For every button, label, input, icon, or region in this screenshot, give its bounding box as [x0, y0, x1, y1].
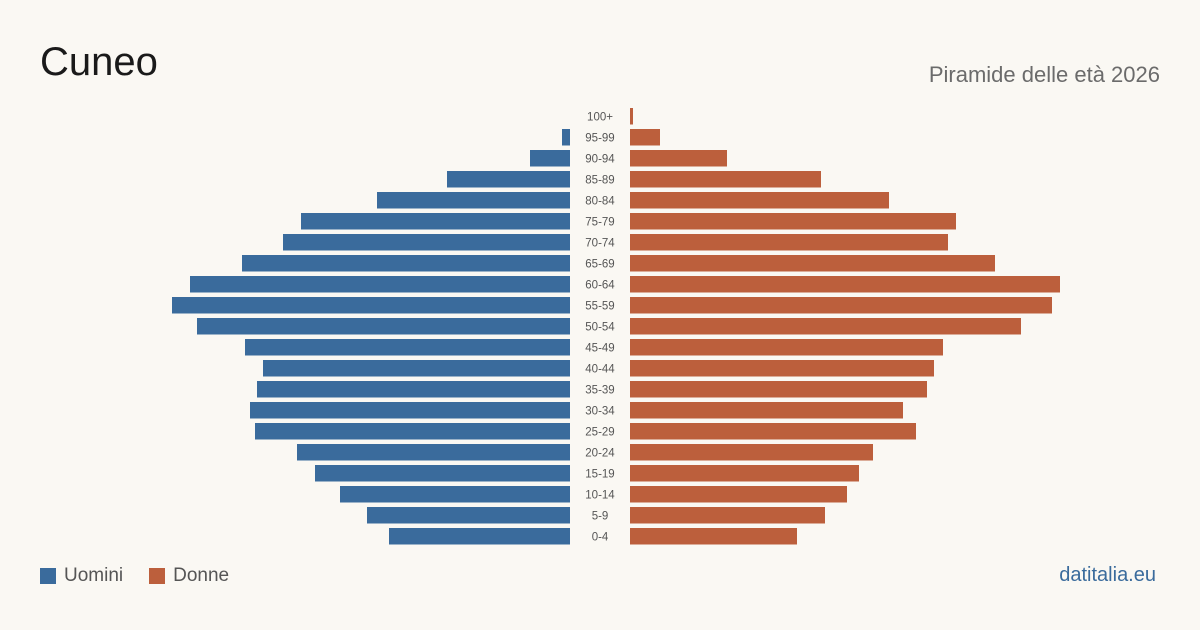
bar-women-30-34: [630, 402, 903, 419]
legend-swatch-men: [40, 568, 56, 584]
bar-women-70-74: [630, 234, 948, 251]
bar-women-95-99: [630, 129, 660, 146]
bar-men-85-89: [447, 171, 570, 188]
age-label-5-9: 5-9: [592, 510, 609, 522]
age-label-75-79: 75-79: [585, 216, 614, 228]
age-label-50-54: 50-54: [585, 321, 615, 333]
age-label-30-34: 30-34: [585, 405, 615, 417]
bar-men-10-14: [340, 486, 570, 503]
bar-women-55-59: [630, 297, 1052, 314]
bar-men-5-9: [367, 507, 570, 524]
bar-women-45-49: [630, 339, 943, 356]
age-label-95-99: 95-99: [585, 132, 614, 144]
bar-women-35-39: [630, 381, 927, 398]
age-label-20-24: 20-24: [585, 447, 615, 459]
bar-women-85-89: [630, 171, 821, 188]
bar-men-70-74: [283, 234, 570, 251]
age-label-80-84: 80-84: [585, 195, 615, 207]
bar-men-50-54: [197, 318, 570, 335]
bar-women-60-64: [630, 276, 1060, 293]
age-label-65-69: 65-69: [585, 258, 614, 270]
bar-women-40-44: [630, 360, 934, 377]
age-label-100+: 100+: [587, 111, 613, 123]
bar-men-80-84: [377, 192, 570, 209]
brand-link[interactable]: datitalia.eu: [1059, 564, 1156, 586]
age-label-0-4: 0-4: [592, 531, 609, 543]
bar-men-60-64: [190, 276, 570, 293]
chart-subtitle: Piramide delle età 2026: [928, 62, 1160, 87]
bar-women-65-69: [630, 255, 995, 272]
age-label-35-39: 35-39: [585, 384, 614, 396]
bar-men-65-69: [242, 255, 570, 272]
bar-men-30-34: [250, 402, 570, 419]
bar-women-50-54: [630, 318, 1021, 335]
bar-women-10-14: [630, 486, 847, 503]
bar-women-20-24: [630, 444, 873, 461]
legend-item-men: Uomini: [40, 565, 123, 587]
bar-men-55-59: [172, 297, 570, 314]
legend-item-women: Donne: [149, 565, 229, 587]
age-label-10-14: 10-14: [585, 489, 615, 501]
bar-men-35-39: [257, 381, 570, 398]
bar-men-45-49: [245, 339, 570, 356]
bar-men-25-29: [255, 423, 570, 440]
legend-label-men: Uomini: [64, 565, 124, 586]
age-label-15-19: 15-19: [585, 468, 614, 480]
bar-men-0-4: [389, 528, 570, 545]
bar-men-75-79: [301, 213, 570, 230]
age-label-90-94: 90-94: [585, 153, 615, 165]
bar-women-100+: [630, 108, 633, 125]
bar-men-20-24: [297, 444, 570, 461]
bar-women-5-9: [630, 507, 825, 524]
bar-women-75-79: [630, 213, 956, 230]
age-label-70-74: 70-74: [585, 237, 615, 249]
legend-swatch-women: [149, 568, 166, 584]
bar-women-25-29: [630, 423, 916, 440]
bar-men-40-44: [263, 360, 570, 377]
bar-women-0-4: [630, 528, 797, 545]
age-label-25-29: 25-29: [585, 426, 614, 438]
legend: Uomini Donne: [40, 565, 255, 587]
bar-men-95-99: [562, 129, 570, 146]
bar-women-80-84: [630, 192, 889, 209]
bar-men-90-94: [530, 150, 570, 167]
age-label-40-44: 40-44: [585, 363, 615, 375]
bar-men-15-19: [315, 465, 570, 482]
bar-women-15-19: [630, 465, 859, 482]
age-label-45-49: 45-49: [585, 342, 614, 354]
age-label-60-64: 60-64: [585, 279, 615, 291]
legend-label-women: Donne: [173, 565, 230, 586]
bar-women-90-94: [630, 150, 727, 167]
age-label-85-89: 85-89: [585, 174, 614, 186]
age-label-55-59: 55-59: [585, 300, 614, 312]
page-title: Cuneo: [40, 40, 158, 84]
